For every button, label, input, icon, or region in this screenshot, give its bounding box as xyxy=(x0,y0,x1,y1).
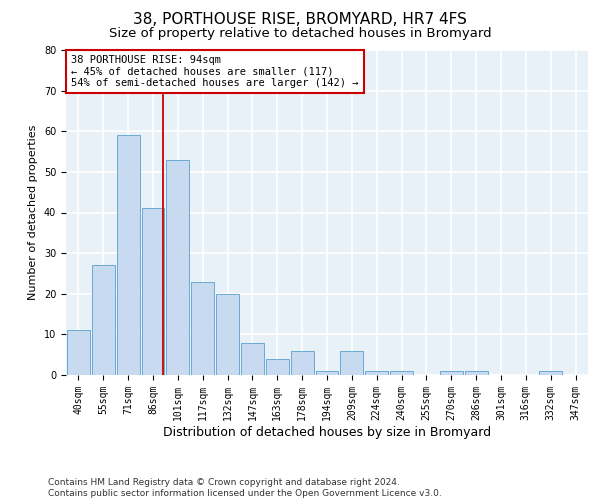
Bar xyxy=(191,282,214,375)
Text: 38, PORTHOUSE RISE, BROMYARD, HR7 4FS: 38, PORTHOUSE RISE, BROMYARD, HR7 4FS xyxy=(133,12,467,28)
Text: Size of property relative to detached houses in Bromyard: Size of property relative to detached ho… xyxy=(109,28,491,40)
Bar xyxy=(291,350,314,375)
Bar xyxy=(340,350,363,375)
X-axis label: Distribution of detached houses by size in Bromyard: Distribution of detached houses by size … xyxy=(163,426,491,438)
Bar xyxy=(241,342,264,375)
Bar xyxy=(166,160,189,375)
Bar xyxy=(316,371,338,375)
Y-axis label: Number of detached properties: Number of detached properties xyxy=(28,125,38,300)
Bar xyxy=(142,208,164,375)
Bar xyxy=(465,371,488,375)
Bar xyxy=(92,266,115,375)
Bar xyxy=(365,371,388,375)
Bar xyxy=(216,294,239,375)
Bar xyxy=(67,330,90,375)
Bar xyxy=(440,371,463,375)
Bar xyxy=(539,371,562,375)
Text: Contains HM Land Registry data © Crown copyright and database right 2024.
Contai: Contains HM Land Registry data © Crown c… xyxy=(48,478,442,498)
Bar xyxy=(117,136,140,375)
Bar xyxy=(266,359,289,375)
Text: 38 PORTHOUSE RISE: 94sqm
← 45% of detached houses are smaller (117)
54% of semi-: 38 PORTHOUSE RISE: 94sqm ← 45% of detach… xyxy=(71,55,359,88)
Bar xyxy=(390,371,413,375)
